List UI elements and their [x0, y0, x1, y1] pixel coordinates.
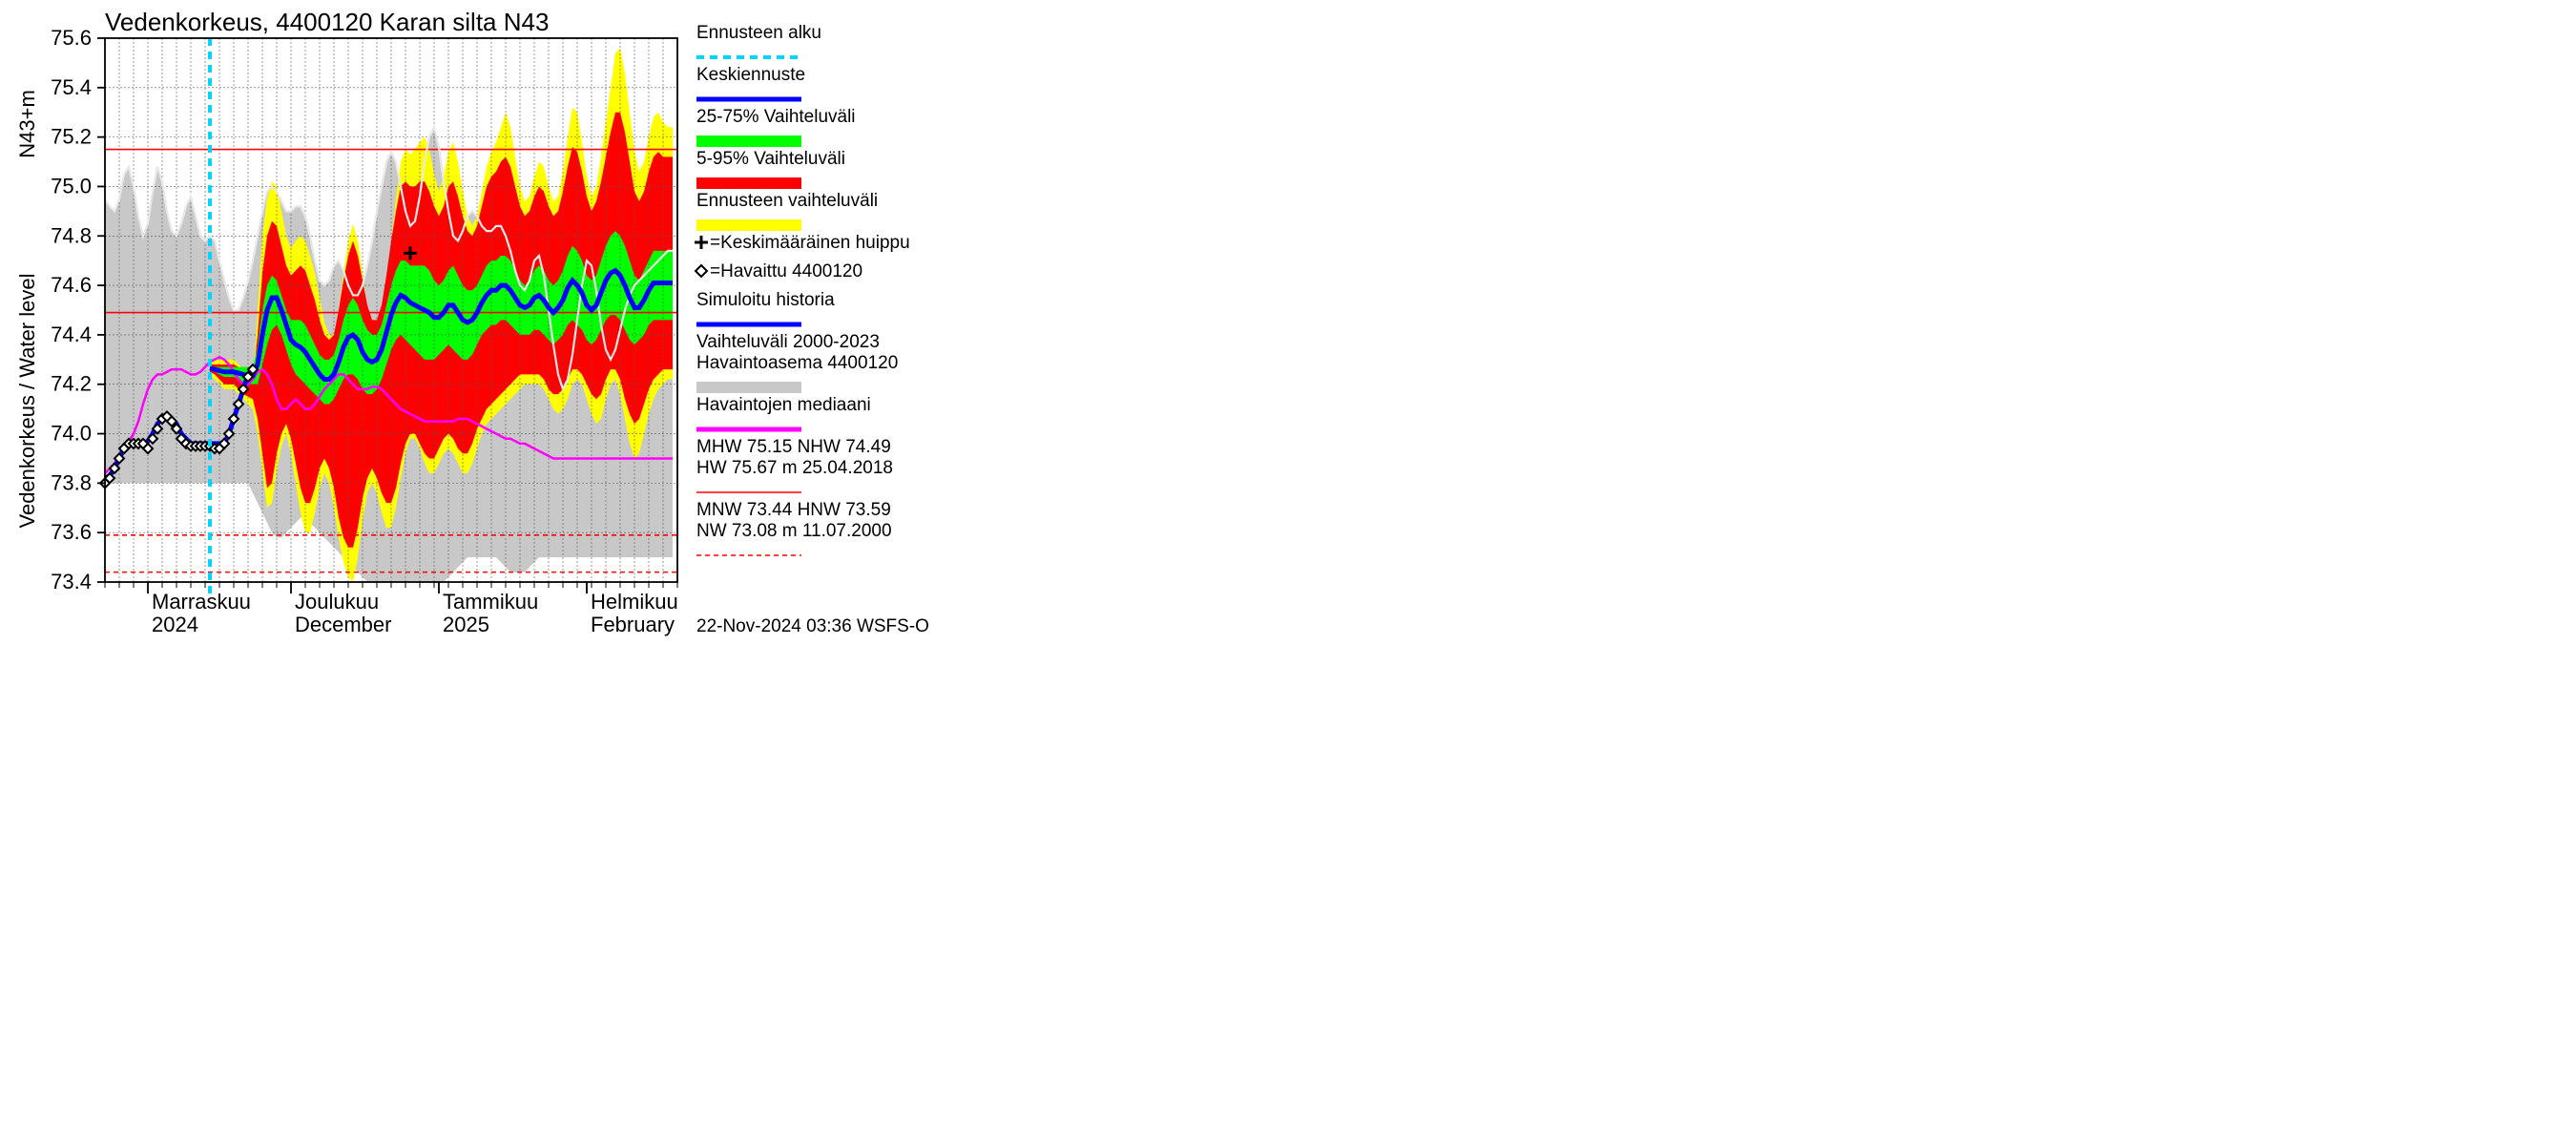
legend-label-forecast_start: Ennusteen alku — [696, 23, 821, 43]
ytick-label: 75.2 — [51, 125, 92, 149]
xlabel-month: Tammikuu — [443, 590, 538, 614]
legend-swatch-band_full — [696, 219, 801, 231]
footer-timestamp: 22-Nov-2024 03:36 WSFS-O — [696, 616, 929, 636]
legend-label-band_full: Ennusteen vaihteluväli — [696, 191, 878, 211]
legend-label-ref_high: MHW 75.15 NHW 74.49 — [696, 437, 891, 457]
ytick-label: 75.4 — [51, 75, 92, 99]
legend-label-ref_low: MNW 73.44 HNW 73.59 — [696, 500, 891, 520]
legend-label-observed: =Havaittu 4400120 — [710, 261, 862, 281]
ytick-label: 74.2 — [51, 372, 92, 396]
ytick-label: 73.6 — [51, 520, 92, 544]
legend-label-band_5_95: 5-95% Vaihteluväli — [696, 149, 845, 169]
legend-label-band_25_75: 25-75% Vaihteluväli — [696, 107, 856, 127]
ytick-label: 73.4 — [51, 570, 92, 593]
ytick-label: 74.0 — [51, 422, 92, 446]
xlabel-year: 2025 — [443, 613, 489, 636]
ytick-label: 74.8 — [51, 223, 92, 247]
yaxis-label-top: N43+m — [15, 90, 39, 158]
xlabel-year: February — [591, 613, 675, 636]
xlabel-month: Joulukuu — [295, 590, 379, 614]
legend-label-keskiennuste: Keskiennuste — [696, 65, 805, 85]
ytick-label: 75.0 — [51, 174, 92, 198]
ytick-label: 73.8 — [51, 470, 92, 494]
legend-label2-ref_low: NW 73.08 m 11.07.2000 — [696, 521, 892, 541]
ytick-label: 74.4 — [51, 323, 92, 346]
legend-label-simulated: Simuloitu historia — [696, 290, 835, 310]
yaxis-label-bottom: Vedenkorkeus / Water level — [15, 274, 39, 529]
xlabel-month: Marraskuu — [152, 590, 251, 614]
legend-diamond-icon — [696, 265, 707, 277]
legend-swatch-hist_range — [696, 382, 801, 393]
chart-container: 73.4 73.6 73.8 74.0 74.2 74.4 74.6 74.8 75.0 75.2… — [10, 10, 1422, 658]
legend-label-peak: =Keskimääräinen huippu — [710, 233, 910, 253]
legend-label2-ref_high: HW 75.67 m 25.04.2018 — [696, 458, 893, 478]
xlabel-month: Helmikuu — [591, 590, 678, 614]
legend-swatch-band_5_95 — [696, 177, 801, 189]
legend-label2-hist_range: Havaintoasema 4400120 — [696, 353, 898, 373]
legend-plus-icon — [695, 236, 708, 249]
xlabel-year: December — [295, 613, 391, 636]
ytick-label: 74.6 — [51, 273, 92, 297]
xlabel-year: 2024 — [152, 613, 198, 636]
water-level-chart: 73.4 73.6 73.8 74.0 74.2 74.4 74.6 74.8 75.0 75.2… — [10, 10, 1422, 658]
chart-title: Vedenkorkeus, 4400120 Karan silta N43 — [105, 10, 549, 36]
legend-swatch-band_25_75 — [696, 135, 801, 147]
ytick-label: 75.6 — [51, 26, 92, 50]
legend-label-median: Havaintojen mediaani — [696, 395, 871, 415]
legend-label-hist_range: Vaihteluväli 2000-2023 — [696, 332, 880, 352]
